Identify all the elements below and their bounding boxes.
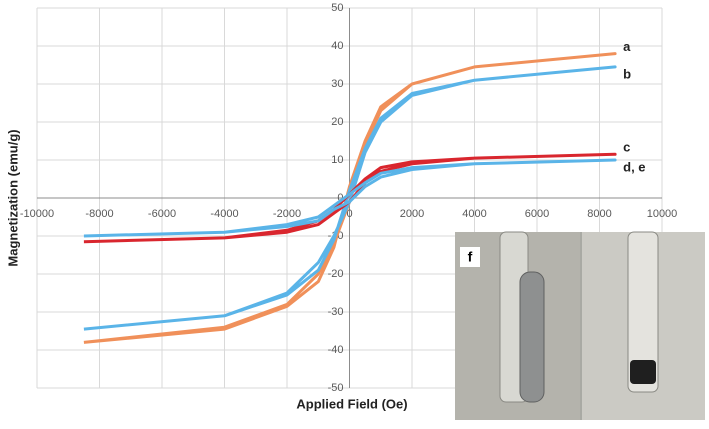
y-tick-label: -20 <box>328 268 344 280</box>
x-tick-label: 0 <box>346 208 352 220</box>
sediment <box>630 360 656 384</box>
y-tick-label: 50 <box>331 2 343 14</box>
x-tick-label: -8000 <box>85 208 113 220</box>
x-tick-label: 4000 <box>462 208 486 220</box>
inset-label: f <box>468 249 473 265</box>
x-tick-label: 2000 <box>400 208 424 220</box>
y-tick-label: 10 <box>331 154 343 166</box>
inset-photo: f <box>455 231 705 420</box>
x-tick-label: 8000 <box>587 208 611 220</box>
x-tick-label: 6000 <box>525 208 549 220</box>
series-label: b <box>623 66 631 81</box>
magnet <box>519 271 545 403</box>
series-label: a <box>623 39 631 54</box>
y-tick-label: 40 <box>331 40 343 52</box>
series-label: c <box>623 140 630 155</box>
series-line <box>83 65 617 331</box>
y-tick-label: -40 <box>328 344 344 356</box>
tube-right <box>627 231 659 393</box>
series-label: d, e <box>623 159 645 174</box>
x-tick-label: 10000 <box>647 208 678 220</box>
y-tick-label: -30 <box>328 306 344 318</box>
y-tick-label: 20 <box>331 116 343 128</box>
series-line <box>83 158 617 238</box>
x-tick-label: -6000 <box>148 208 176 220</box>
x-tick-label: -10000 <box>20 208 54 220</box>
y-tick-label: 0 <box>337 192 343 204</box>
series-line <box>83 52 617 344</box>
y-axis-title: Magnetization (emu/g) <box>5 129 20 266</box>
inset-label-box <box>460 247 480 267</box>
y-tick-label: 30 <box>331 78 343 90</box>
x-axis-title: Applied Field (Oe) <box>296 396 407 411</box>
x-tick-label: -2000 <box>273 208 301 220</box>
y-tick-label: -50 <box>328 382 344 394</box>
x-tick-label: -4000 <box>210 208 238 220</box>
